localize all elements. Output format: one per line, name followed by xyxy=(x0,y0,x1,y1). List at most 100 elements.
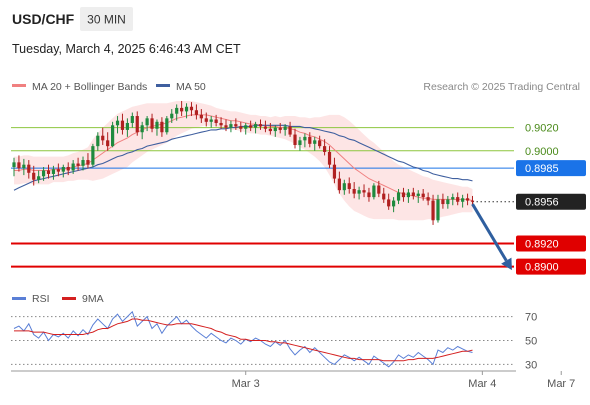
candle-body xyxy=(209,119,213,122)
candle-body xyxy=(199,114,203,119)
candle-body xyxy=(115,120,120,126)
candle-body xyxy=(372,185,376,198)
candle-body xyxy=(441,199,445,205)
candle-body xyxy=(298,140,302,145)
candle-body xyxy=(313,140,317,144)
ma50-legend-label: MA 50 xyxy=(176,81,206,93)
datetime-label: Tuesday, March 4, 2025 6:46:43 AM CET xyxy=(12,42,241,56)
candle-body xyxy=(175,107,179,114)
rsi-line xyxy=(13,310,473,368)
candle-body xyxy=(392,200,396,207)
candle-body xyxy=(426,197,430,201)
rsi-tick-label: 30 xyxy=(525,359,537,371)
candle-body xyxy=(382,193,386,200)
candle-body xyxy=(244,125,248,129)
candle-body xyxy=(32,172,36,180)
candle-body xyxy=(86,160,90,165)
candle-body xyxy=(125,122,129,130)
candle-body xyxy=(71,163,75,171)
candle-body xyxy=(396,192,401,201)
candle-body xyxy=(120,120,125,130)
support-label: 0.8900 xyxy=(525,262,559,274)
rsi-panel: 70 50 30 xyxy=(11,310,537,371)
candle-body xyxy=(436,199,440,221)
last-price-label: 0.8956 xyxy=(525,197,559,209)
candle-body xyxy=(111,125,115,147)
candle-body xyxy=(342,183,346,191)
candle-body xyxy=(268,128,272,132)
ma50-legend-swatch xyxy=(156,84,170,87)
ma20-legend-swatch xyxy=(12,84,26,87)
candle-body xyxy=(293,134,297,145)
candle-body xyxy=(273,127,277,132)
support-label: 0.8920 xyxy=(525,238,559,250)
candle-body xyxy=(347,183,351,190)
ma50-line xyxy=(13,124,473,191)
candle-body xyxy=(91,146,95,165)
candle-body xyxy=(431,200,435,221)
candle-body xyxy=(204,118,208,122)
candle-body xyxy=(184,106,189,112)
candle-body xyxy=(66,166,70,171)
research-credit: Research © 2025 Trading Central xyxy=(423,81,580,93)
support-label-box xyxy=(516,235,586,252)
candle-body xyxy=(456,197,460,202)
candle-body xyxy=(155,121,159,129)
projection-arrow xyxy=(471,203,512,271)
candle-body xyxy=(189,106,194,111)
candle-body xyxy=(249,125,253,128)
candle-body xyxy=(470,200,475,202)
candle-body xyxy=(219,122,223,126)
candle-body xyxy=(96,135,100,147)
candle-body xyxy=(194,110,199,115)
candle-body xyxy=(451,197,455,200)
candle-body xyxy=(322,146,327,152)
candle-body xyxy=(461,198,465,202)
candle-body xyxy=(308,136,312,144)
candle-body xyxy=(37,176,41,180)
candle-body xyxy=(12,162,16,167)
candle-body xyxy=(401,192,406,198)
projection-arrow-shaft xyxy=(471,203,508,262)
candle-body xyxy=(170,113,174,119)
candle-body xyxy=(278,127,282,130)
ma20-legend-label: MA 20 + Bollinger Bands xyxy=(32,81,147,93)
projection-arrow-head xyxy=(501,257,512,271)
candle-body xyxy=(130,116,134,123)
rsi-legend-swatch xyxy=(12,297,26,300)
symbol-title: USD/CHF xyxy=(12,11,75,27)
candle-body xyxy=(145,118,149,126)
candle-body xyxy=(140,125,144,133)
rsi-tick-label: 50 xyxy=(525,336,537,348)
candle-body xyxy=(214,119,218,123)
candle-body xyxy=(318,140,322,147)
candle-body xyxy=(303,136,307,141)
candle-body xyxy=(180,107,184,112)
pivot-label-box xyxy=(516,160,586,177)
timeframe-label: 30 MIN xyxy=(87,13,126,27)
candle-body xyxy=(406,192,410,198)
timeframe-badge[interactable] xyxy=(80,7,133,31)
candle-body xyxy=(263,126,268,129)
candle-body xyxy=(22,164,26,169)
candle-body xyxy=(101,135,105,141)
candle-body xyxy=(160,121,164,133)
candle-body xyxy=(135,116,139,133)
candle-body xyxy=(337,178,341,191)
candle-body xyxy=(367,192,371,198)
price-levels xyxy=(11,127,514,268)
candle-body xyxy=(283,126,287,130)
candle-body xyxy=(327,151,332,165)
candle-body xyxy=(76,163,80,166)
x-tick-label: Mar 4 xyxy=(468,378,496,390)
rsi-ma-line xyxy=(14,318,473,362)
candle-body xyxy=(17,162,21,169)
candle-body xyxy=(56,169,60,172)
candle-body xyxy=(258,124,263,127)
candle-body xyxy=(150,118,154,129)
candle-body xyxy=(288,126,292,135)
resistance-label: 0.9000 xyxy=(525,146,559,158)
candle-body xyxy=(421,193,425,198)
